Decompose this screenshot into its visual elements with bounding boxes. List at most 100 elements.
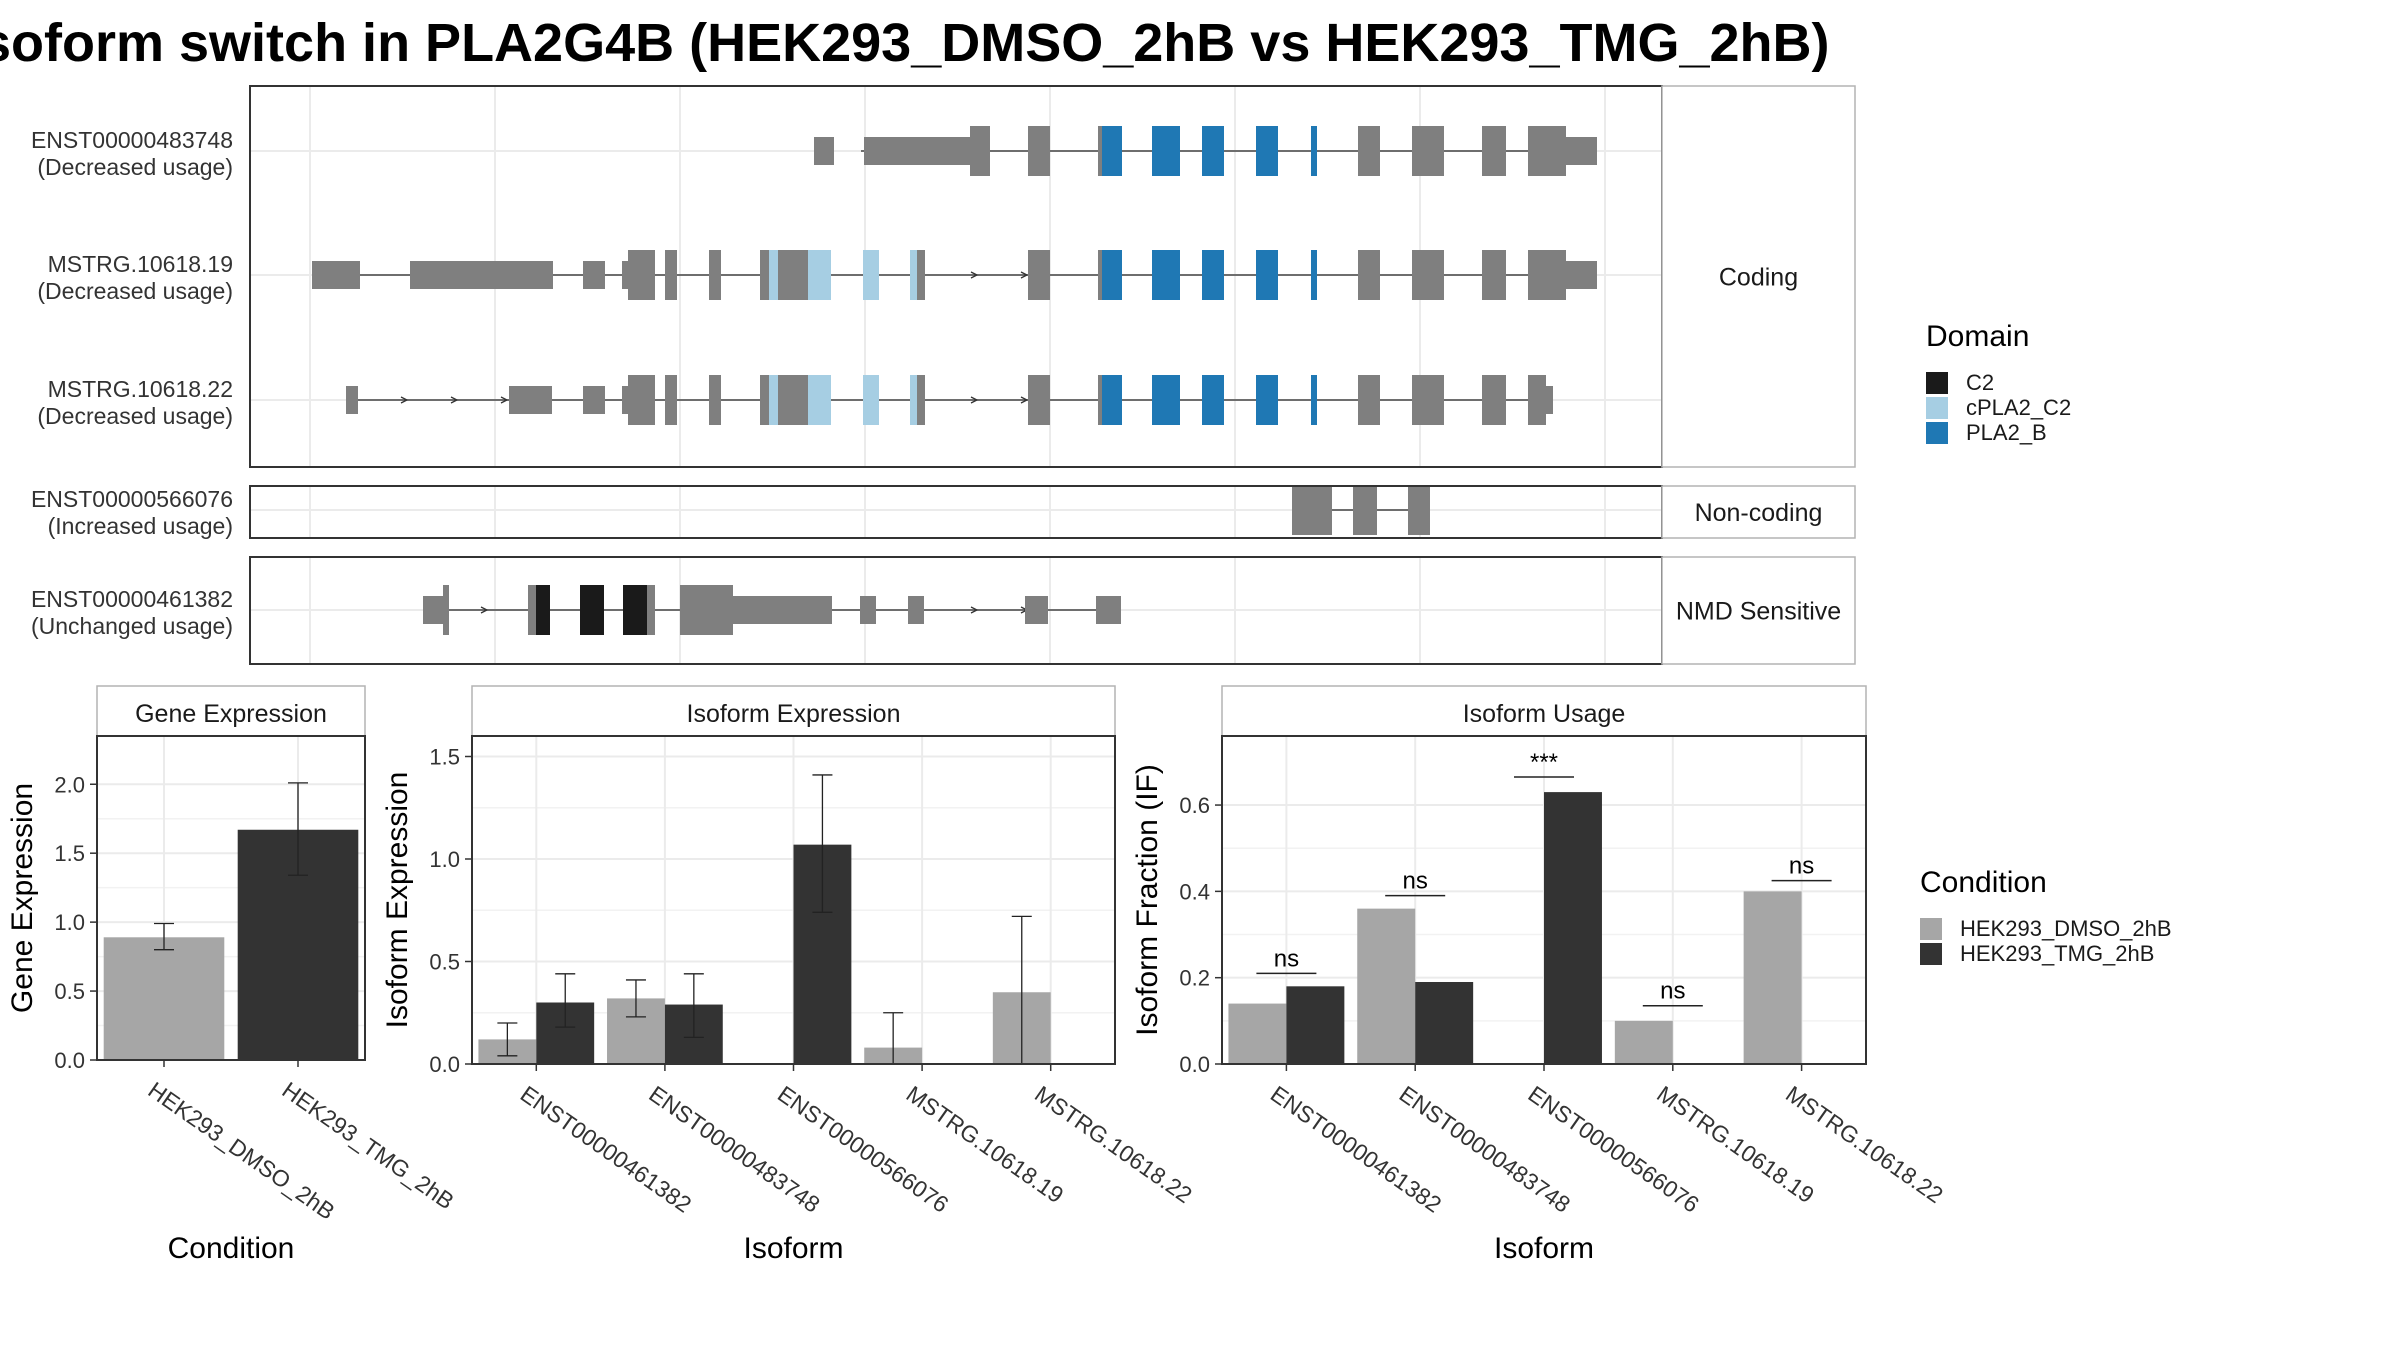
isoform-label: ENST00000566076	[31, 486, 233, 512]
error-bar	[497, 1022, 518, 1057]
panel-strip	[96, 685, 366, 737]
exon-block	[760, 375, 769, 425]
exon-block	[1358, 375, 1380, 425]
exon-block	[1546, 386, 1553, 414]
domain-pla2-b	[1311, 375, 1317, 425]
structure-panel-coding: ENST00000483748(Decreased usage)MSTRG.10…	[31, 85, 1856, 468]
significance-label: ns	[1789, 853, 1814, 880]
panel-frame	[96, 735, 366, 1061]
strand-arrow	[970, 271, 979, 279]
exon-block	[583, 386, 605, 414]
domain-pla2-b	[1102, 375, 1122, 425]
error-bar	[288, 782, 308, 876]
exon-block	[622, 386, 628, 414]
y-tick-label: 0.5	[54, 979, 85, 1004]
domain-pla2-b	[1152, 250, 1180, 300]
domain-pla2-b	[1256, 250, 1278, 300]
domain-pla2-b	[1311, 126, 1317, 176]
legend-key	[1926, 422, 1948, 444]
exon-block	[1353, 485, 1377, 535]
x-axis-title: Condition	[168, 1232, 295, 1265]
domain-c2	[580, 585, 604, 635]
exon-block	[647, 585, 655, 635]
bar	[103, 937, 225, 1060]
y-axis-title: Isoform Fraction (IF)	[1131, 764, 1164, 1036]
exon-block	[1528, 126, 1566, 176]
legend-key	[1926, 397, 1948, 419]
significance-label: ns	[1660, 978, 1685, 1005]
y-tick-label: 1.0	[429, 847, 460, 872]
exon-block	[423, 596, 443, 624]
y-tick-label: 0.2	[1179, 966, 1210, 991]
strand-arrow	[1020, 396, 1029, 404]
panel-strip	[1221, 685, 1867, 737]
isoform-usage-label: (Decreased usage)	[37, 403, 233, 429]
exon-block	[628, 250, 655, 300]
exon-block	[1412, 126, 1444, 176]
chart-panel-isoform-expression: Isoform Expression0.00.51.01.5ENST000004…	[381, 685, 1197, 1265]
y-tick-label: 1.0	[54, 910, 85, 935]
legend-label: C2	[1966, 370, 1994, 395]
domain-pla2-b	[1152, 126, 1180, 176]
isoform-usage-label: (Unchanged usage)	[31, 613, 233, 639]
bar	[1743, 891, 1802, 1064]
isoform-usage-label: (Decreased usage)	[37, 278, 233, 304]
panel-title: Isoform Expression	[687, 700, 901, 728]
y-tick-label: 0.0	[429, 1052, 460, 1077]
strand-arrow	[970, 396, 979, 404]
exon-block	[1412, 250, 1444, 300]
error-bar	[555, 973, 576, 1028]
exon-block	[1028, 250, 1050, 300]
exon-block	[733, 596, 832, 624]
exon-block	[970, 126, 990, 176]
error-bar	[154, 922, 174, 951]
legend-label: cPLA2_C2	[1966, 395, 2071, 420]
exon-block	[509, 386, 552, 414]
domain-cpla2-c2	[863, 375, 879, 425]
legend-key	[1920, 943, 1942, 965]
legend-label: PLA2_B	[1966, 420, 2047, 445]
domain-legend-title: Domain	[1926, 320, 2029, 353]
exon-block	[665, 250, 677, 300]
exon-block	[410, 261, 553, 289]
exon-block	[760, 250, 769, 300]
exon-block	[1412, 375, 1444, 425]
legend-label: HEK293_TMG_2hB	[1960, 941, 2154, 966]
exon-block	[864, 137, 970, 165]
y-axis-title: Gene Expression	[6, 783, 39, 1013]
figure-title: Isoform switch in PLA2G4B (HEK293_DMSO_2…	[0, 13, 1830, 73]
exon-block	[709, 250, 721, 300]
exon-block	[1482, 375, 1506, 425]
exon-block	[1566, 261, 1597, 289]
exon-block	[1528, 375, 1546, 425]
domain-pla2-b	[1202, 375, 1224, 425]
domain-pla2-b	[1202, 250, 1224, 300]
exon-block	[860, 596, 876, 624]
y-tick-label: 0.5	[429, 950, 460, 975]
exon-block	[622, 261, 628, 289]
y-tick-label: 2.0	[54, 772, 85, 797]
domain-c2	[623, 585, 647, 635]
isoform-label: ENST00000461382	[31, 586, 233, 612]
exon-block	[1028, 126, 1050, 176]
facet-strip	[1661, 485, 1856, 539]
exon-block	[1408, 485, 1430, 535]
facet-strip-label: NMD Sensitive	[1676, 598, 1841, 626]
exon-block	[1482, 250, 1506, 300]
legend-label: HEK293_DMSO_2hB	[1960, 916, 2172, 941]
domain-pla2-b	[1102, 250, 1122, 300]
y-tick-label: 1.5	[54, 841, 85, 866]
exon-block	[1358, 126, 1380, 176]
significance-label: ns	[1274, 945, 1299, 972]
y-tick-label: 0.4	[1179, 879, 1210, 904]
isoform-label: MSTRG.10618.19	[48, 251, 233, 277]
strand-arrow	[970, 606, 979, 614]
y-tick-label: 1.5	[429, 745, 460, 770]
exon-block	[680, 585, 708, 635]
strand-arrow	[1020, 271, 1029, 279]
domain-pla2-b	[1102, 126, 1122, 176]
